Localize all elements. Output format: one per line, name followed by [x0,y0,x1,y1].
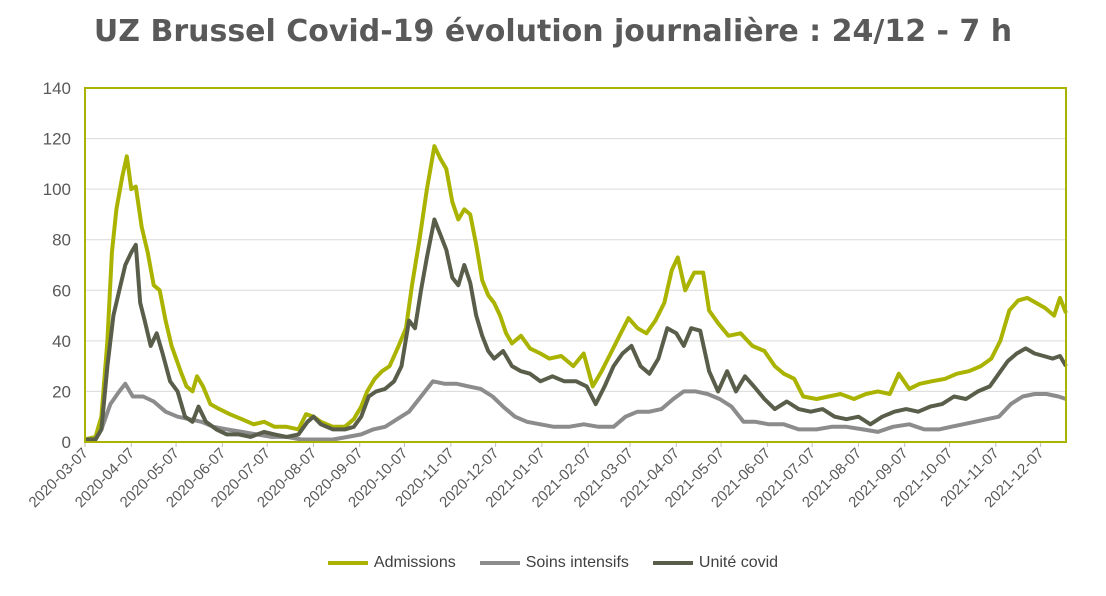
legend-item: Soins intensifs [479,554,629,572]
y-tick-label: 40 [52,332,71,351]
plot-area-border [84,87,1067,443]
legend-swatch [652,561,693,565]
y-tick-label: 0 [62,433,71,452]
y-axis: 0 20 40 60 80 100 120 140 [43,79,71,452]
legend-item: Unité covid [652,554,779,572]
legend: Admissions Soins intensifs Unité covid [0,554,1106,572]
y-tick-label: 60 [52,281,71,300]
legend-swatch [479,561,520,565]
y-tick-label: 20 [52,382,71,401]
chart-title: UZ Brussel Covid-19 évolution journalièr… [93,14,1013,49]
grid-layer [85,87,1066,443]
legend-label: Unité covid [698,554,779,571]
x-axis: 2020-03-072020-04-072020-05-072020-06-07… [26,442,1047,511]
series-layer [84,144,1068,442]
series-line-admissions [84,144,1068,442]
legend-item: Admissions [327,554,456,572]
y-tick-label: 100 [43,180,71,199]
y-tick-label: 140 [43,79,71,98]
y-tick-label: 120 [43,130,71,149]
legend-swatch [327,561,368,565]
legend-label: Soins intensifs [525,554,629,571]
legend-label: Admissions [373,554,456,571]
series-line-unité-covid [85,217,1068,442]
y-tick-label: 80 [52,231,71,250]
